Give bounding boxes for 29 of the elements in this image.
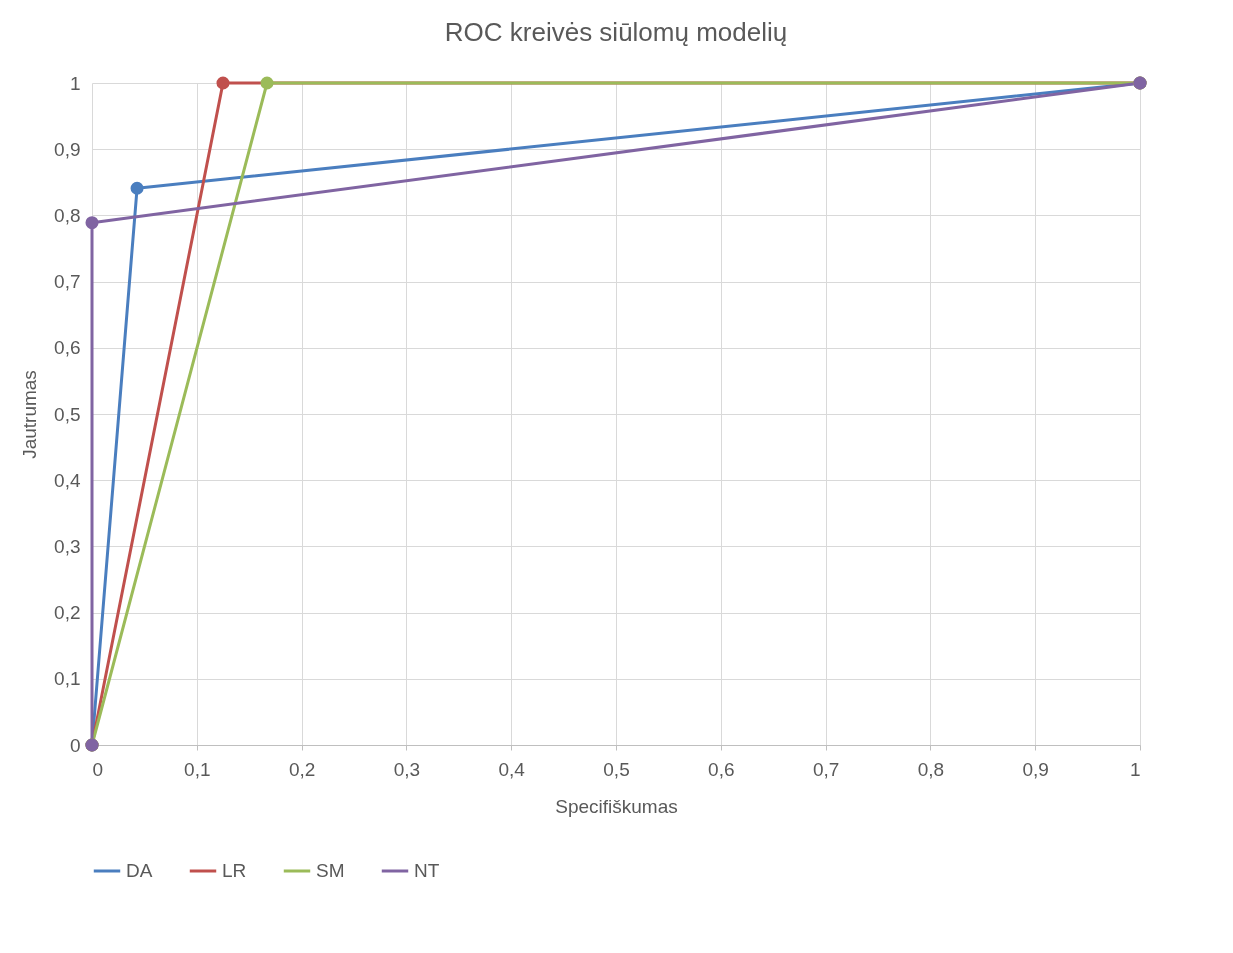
x-tick-label: 0,8	[917, 758, 945, 780]
y-tick-label: 0,6	[54, 337, 81, 359]
x-tick-label: 0,4	[498, 758, 526, 780]
x-tick-label: 0,1	[184, 758, 211, 780]
y-tick-label: 0,4	[54, 469, 81, 491]
x-tick-label: 0,5	[603, 758, 630, 780]
x-tick-label: 0,9	[1022, 758, 1049, 780]
y-tick-label: 0,9	[54, 138, 81, 160]
legend-label: NT	[414, 860, 440, 881]
legend-label: SM	[316, 860, 345, 881]
x-tick-label: 0,6	[708, 758, 735, 780]
x-tick-label: 0,3	[393, 758, 421, 780]
y-tick-label: 0,2	[54, 602, 81, 624]
y-tick-label: 0,1	[54, 668, 81, 690]
x-tick-label: 0	[92, 758, 104, 780]
x-axis-title: Specifiškumas	[555, 795, 678, 817]
y-tick-label: 0,8	[54, 204, 81, 226]
x-tick-label: 1	[1129, 758, 1141, 780]
x-tick-label: 0,7	[812, 758, 840, 780]
y-tick-label: 1	[69, 72, 81, 94]
y-tick-label: 0,7	[54, 271, 81, 293]
legend-label: LR	[222, 860, 247, 881]
y-tick-label: 0,5	[54, 403, 81, 425]
chart-title: ROC kreivės siūlomų modelių	[444, 17, 788, 47]
y-tick-label: 0	[69, 734, 81, 756]
y-axis-title: Jautrumas	[19, 370, 41, 459]
legend-label: DA	[126, 860, 153, 881]
y-tick-label: 0,3	[54, 535, 81, 557]
x-tick-label: 0,2	[288, 758, 316, 780]
